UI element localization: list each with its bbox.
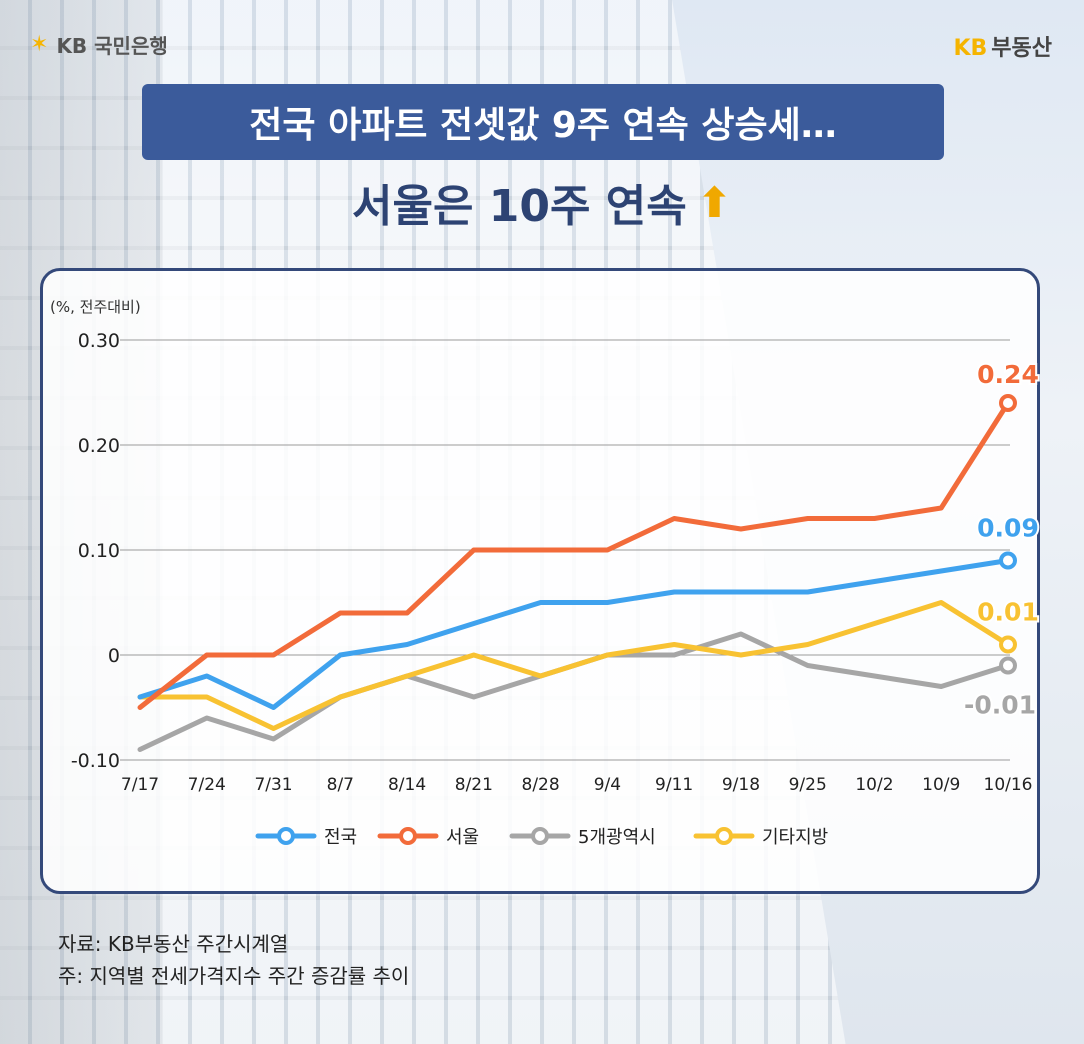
arrow-up-icon: ⬆ xyxy=(696,177,732,227)
unit-label: (%, 전주대비) xyxy=(50,298,141,316)
legend-marker-national xyxy=(277,827,295,845)
series-line-national xyxy=(137,558,1011,710)
end-label-national: 0.09 xyxy=(977,514,1039,543)
x-tick-label: 9/4 xyxy=(594,775,621,795)
legend-marker-seoul xyxy=(399,827,417,845)
y-tick-label: 0.30 xyxy=(78,330,120,352)
kb-realestate-logo-text: 부동산 xyxy=(991,36,1052,61)
kb-bank-logo-text: KB 국민은행 xyxy=(56,34,168,58)
subtitle-row: 서울은 10주 연속 ⬆ xyxy=(0,170,1084,234)
series-line-seoul xyxy=(137,400,1011,710)
kb-realestate-logo: KB 부동산 xyxy=(953,30,1052,62)
legend-label-metro5: 5개광역시 xyxy=(578,827,656,848)
y-tick-label: 0 xyxy=(108,645,120,667)
x-tick-label: 8/14 xyxy=(388,775,426,795)
legend-label-seoul: 서울 xyxy=(446,827,479,848)
legend-marker-others xyxy=(715,827,733,845)
x-tick-label: 7/17 xyxy=(121,775,159,795)
end-label-seoul: 0.24 xyxy=(977,360,1039,389)
source-line: 자료: KB부동산 주간시계열 xyxy=(58,932,289,956)
y-tick-label: -0.10 xyxy=(71,750,120,772)
x-tick-label: 8/28 xyxy=(522,775,560,795)
kb-bank-logo: ✶ KB 국민은행 xyxy=(30,30,168,59)
x-tick-label: 7/31 xyxy=(254,775,292,795)
end-point-seoul xyxy=(999,394,1017,412)
end-label-metro5: -0.01 xyxy=(964,691,1036,720)
source-note: 자료: KB부동산 주간시계열 주: 지역별 전세가격지수 주간 증감률 추이 xyxy=(58,928,409,992)
series-line-others xyxy=(137,600,1011,731)
x-tick-label: 7/24 xyxy=(188,775,226,795)
x-tick-label: 10/2 xyxy=(855,775,893,795)
x-tick-label: 10/9 xyxy=(922,775,960,795)
note-line: 주: 지역별 전세가격지수 주간 증감률 추이 xyxy=(58,964,410,988)
x-tick-label: 10/16 xyxy=(984,775,1033,795)
kb-realestate-logo-kb: KB xyxy=(953,36,988,61)
x-tick-label: 9/11 xyxy=(655,775,693,795)
end-point-others xyxy=(999,635,1017,654)
y-tick-label: 0.10 xyxy=(78,540,120,562)
x-tick-label: 8/7 xyxy=(327,775,354,795)
x-tick-label: 9/25 xyxy=(789,775,827,795)
x-tick-label: 9/18 xyxy=(722,775,760,795)
end-label-others: 0.01 xyxy=(977,598,1039,627)
title-box: 전국 아파트 전셋값 9주 연속 상승세… xyxy=(142,84,944,160)
end-point-national xyxy=(999,551,1017,570)
series-line-metro5 xyxy=(137,631,1011,752)
y-tick-label: 0.20 xyxy=(78,435,120,457)
page-subtitle: 서울은 10주 연속 xyxy=(352,181,687,232)
kb-star-icon: ✶ xyxy=(30,32,49,57)
legend-label-others: 기타지방 xyxy=(762,827,828,848)
legend-marker-metro5 xyxy=(531,827,549,845)
x-tick-label: 8/21 xyxy=(455,775,493,795)
end-point-metro5 xyxy=(999,656,1017,675)
page-title: 전국 아파트 전셋값 9주 연속 상승세… xyxy=(249,105,837,146)
legend-label-national: 전국 xyxy=(324,827,357,848)
